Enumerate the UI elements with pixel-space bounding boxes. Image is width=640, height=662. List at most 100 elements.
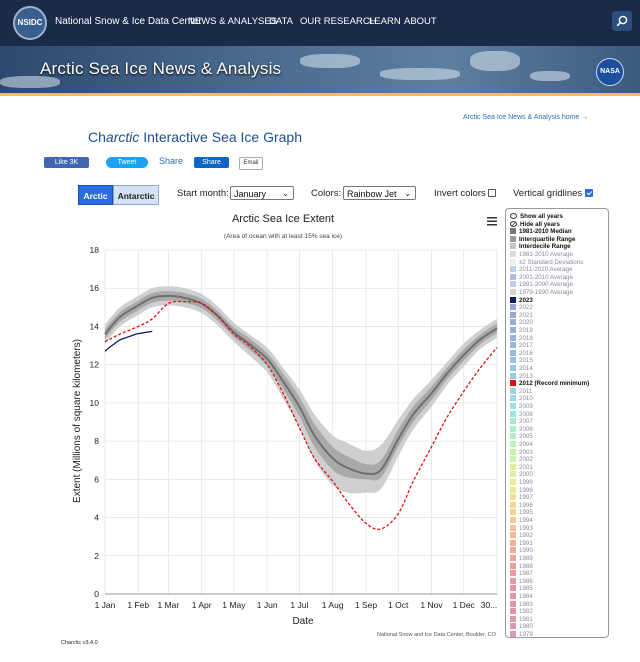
legend-item[interactable]: 1982 xyxy=(510,608,533,616)
invert-colors-label: Invert colors xyxy=(434,188,486,199)
colors-select[interactable]: Rainbow Jet ⌄ xyxy=(343,186,416,200)
tab-arctic[interactable]: Arctic xyxy=(78,185,113,205)
legend-item[interactable]: 2023 xyxy=(510,296,533,305)
legend-item[interactable]: 2005 xyxy=(510,433,533,441)
site-name[interactable]: National Snow & Ice Data Center xyxy=(55,16,202,27)
legend-label: 1993 xyxy=(519,524,533,532)
x-tick-label: 1 Jun xyxy=(257,600,278,610)
legend-item[interactable]: 1995 xyxy=(510,509,533,517)
legend-swatch xyxy=(510,593,516,599)
legend-item[interactable]: 2020 xyxy=(510,319,533,327)
legend-item[interactable]: Hide all years xyxy=(510,220,560,229)
legend-item[interactable]: 2021 xyxy=(510,311,533,320)
legend-swatch xyxy=(510,304,516,311)
chart-menu-icon[interactable] xyxy=(487,217,497,226)
legend-item[interactable]: 1981 xyxy=(510,615,533,624)
legend-swatch xyxy=(510,418,516,425)
legend-item[interactable]: 2003 xyxy=(510,448,533,457)
legend-item[interactable]: 1987 xyxy=(510,570,533,578)
legend-item[interactable]: 1984 xyxy=(510,593,533,601)
nsidc-logo[interactable]: NSIDC xyxy=(13,6,47,40)
legend-label: Interdecile Range xyxy=(519,243,571,251)
legend-label: Interquartile Range xyxy=(519,235,576,243)
nasa-logo[interactable]: NASA xyxy=(596,58,624,86)
legend-item[interactable]: 1990 xyxy=(510,547,533,555)
legend-item[interactable]: 1989 xyxy=(510,555,533,563)
legend-item[interactable]: 2008 xyxy=(510,410,533,419)
legend-label: 1981-2010 Average xyxy=(519,251,573,258)
legend-item[interactable]: 2014 xyxy=(510,365,533,373)
legend-item[interactable]: 1992 xyxy=(510,532,533,540)
legend-item[interactable]: 1991 xyxy=(510,539,533,548)
legend-item[interactable]: 2011 xyxy=(510,387,532,396)
legend-item[interactable]: 1994 xyxy=(510,517,533,525)
tab-antarctic[interactable]: Antarctic xyxy=(113,185,159,205)
nav-about[interactable]: ABOUT xyxy=(404,16,437,27)
legend-label: 2010 xyxy=(519,395,533,403)
legend-label: 1991 xyxy=(519,539,533,547)
legend-item[interactable]: 1996 xyxy=(510,501,533,510)
legend-item[interactable]: 2018 xyxy=(510,334,533,343)
legend-item[interactable]: 2015 xyxy=(510,357,533,365)
nav-learn[interactable]: LEARN xyxy=(369,16,401,27)
legend-item[interactable]: 2011-2020 Average xyxy=(510,266,572,274)
legend-swatch xyxy=(510,441,516,447)
legend-item[interactable]: 1993 xyxy=(510,524,533,533)
legend-swatch xyxy=(510,600,516,607)
email-button[interactable]: Email xyxy=(239,157,263,170)
legend-item[interactable]: 2002 xyxy=(510,456,533,464)
legend-label: 2011-2020 Average xyxy=(519,266,573,274)
legend-item[interactable]: 2007 xyxy=(510,418,533,426)
legend-item[interactable]: 1985 xyxy=(510,585,533,593)
legend-item[interactable]: 2013 xyxy=(510,372,533,381)
legend-item[interactable]: Show all years xyxy=(510,213,563,221)
legend-item[interactable]: Interquartile Range xyxy=(510,235,576,244)
legend-item[interactable]: 2010 xyxy=(510,395,533,403)
legend-item[interactable]: 2001 xyxy=(510,463,533,472)
legend-item[interactable]: 2006 xyxy=(510,425,533,434)
legend-swatch xyxy=(510,258,516,265)
nav-news-analyses[interactable]: NEWS & ANALYSES xyxy=(188,16,278,27)
nav-data[interactable]: DATA xyxy=(269,16,293,27)
vertical-gridlines-checkbox[interactable] xyxy=(585,189,593,197)
start-month-select[interactable]: January ⌄ xyxy=(230,186,294,200)
legend-item[interactable]: ±2 Standard Deviations xyxy=(510,258,583,267)
legend-item[interactable]: 2004 xyxy=(510,441,533,449)
search-button[interactable] xyxy=(612,11,632,31)
legend-item[interactable]: Interdecile Range xyxy=(510,243,571,251)
legend-swatch xyxy=(510,608,516,615)
legend-item[interactable]: 2012 (Record minimum) xyxy=(510,380,589,388)
legend-item[interactable]: 1997 xyxy=(510,494,533,502)
legend-item[interactable]: 1998 xyxy=(510,486,533,495)
legend-label: 2013 xyxy=(519,372,533,380)
legend-label: 2019 xyxy=(519,327,533,334)
legend-swatch xyxy=(510,555,516,561)
banner-title[interactable]: Arctic Sea Ice News & Analysis xyxy=(40,59,282,78)
legend-item[interactable]: 2017 xyxy=(510,342,533,350)
legend-item[interactable]: 2016 xyxy=(510,349,533,358)
nav-our-research[interactable]: OUR RESEARCH xyxy=(300,16,377,27)
legend-item[interactable]: 1981-2010 Median xyxy=(510,228,572,236)
legend-item[interactable]: 1979-1990 Average xyxy=(510,289,573,297)
legend-item[interactable]: 1986 xyxy=(510,577,533,586)
facebook-like-button[interactable]: Like 3K xyxy=(44,157,89,168)
legend-item[interactable]: 1983 xyxy=(510,600,533,609)
share-label: Share xyxy=(159,156,184,166)
legend-item[interactable]: 2001-2010 Average xyxy=(510,273,573,282)
legend-label: 2016 xyxy=(519,349,533,357)
legend-item[interactable]: 2019 xyxy=(510,327,533,335)
home-link[interactable]: Arctic Sea Ice News & Analysis home → xyxy=(463,114,589,121)
legend-item[interactable]: 1988 xyxy=(510,562,533,571)
invert-colors-checkbox[interactable] xyxy=(488,189,496,197)
legend-swatch xyxy=(510,562,516,569)
legend-item[interactable]: 2022 xyxy=(510,304,533,312)
legend-item[interactable]: 2000 xyxy=(510,471,533,479)
legend-item[interactable]: 1980 xyxy=(510,623,533,631)
legend-item[interactable]: 1999 xyxy=(510,479,533,487)
linkedin-share-button[interactable]: Share xyxy=(194,157,229,168)
legend-item[interactable]: 1981-2010 Average xyxy=(510,251,573,259)
tweet-button[interactable]: Tweet xyxy=(106,157,148,168)
legend-item[interactable]: 1979 xyxy=(510,631,533,639)
legend-item[interactable]: 1991-2000 Average xyxy=(510,281,573,289)
legend-item[interactable]: 2009 xyxy=(510,403,533,411)
